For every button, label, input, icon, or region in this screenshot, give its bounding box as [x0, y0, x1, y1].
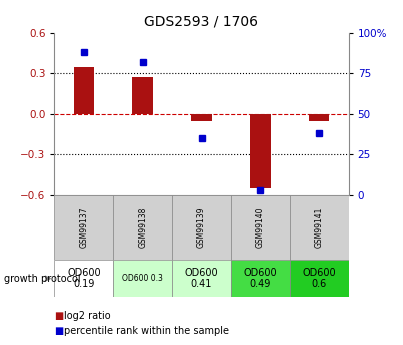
Bar — [113, 195, 172, 260]
Text: log2 ratio: log2 ratio — [64, 311, 111, 321]
Text: ■: ■ — [54, 311, 64, 321]
Bar — [309, 114, 330, 121]
Bar — [250, 114, 271, 188]
Bar — [132, 77, 153, 114]
Title: GDS2593 / 1706: GDS2593 / 1706 — [145, 15, 258, 29]
Bar — [54, 195, 113, 260]
Text: OD600
0.19: OD600 0.19 — [67, 268, 101, 289]
Text: OD600
0.6: OD600 0.6 — [302, 268, 336, 289]
Bar — [290, 260, 349, 297]
Text: growth protocol: growth protocol — [4, 274, 81, 284]
Bar — [113, 260, 172, 297]
Text: GSM99140: GSM99140 — [256, 207, 265, 248]
Text: percentile rank within the sample: percentile rank within the sample — [64, 326, 229, 336]
Bar — [73, 67, 94, 114]
Bar — [231, 195, 290, 260]
Bar — [231, 260, 290, 297]
Text: OD600
0.41: OD600 0.41 — [185, 268, 218, 289]
Text: GSM99139: GSM99139 — [197, 207, 206, 248]
Text: GSM99138: GSM99138 — [138, 207, 147, 248]
Bar — [290, 195, 349, 260]
Text: GSM99141: GSM99141 — [315, 207, 324, 248]
Text: OD600 0.3: OD600 0.3 — [122, 274, 163, 283]
Bar — [54, 260, 113, 297]
Bar — [172, 195, 231, 260]
Text: OD600
0.49: OD600 0.49 — [243, 268, 277, 289]
Bar — [191, 114, 212, 121]
Text: ■: ■ — [54, 326, 64, 336]
Bar — [172, 260, 231, 297]
Text: GSM99137: GSM99137 — [79, 207, 88, 248]
